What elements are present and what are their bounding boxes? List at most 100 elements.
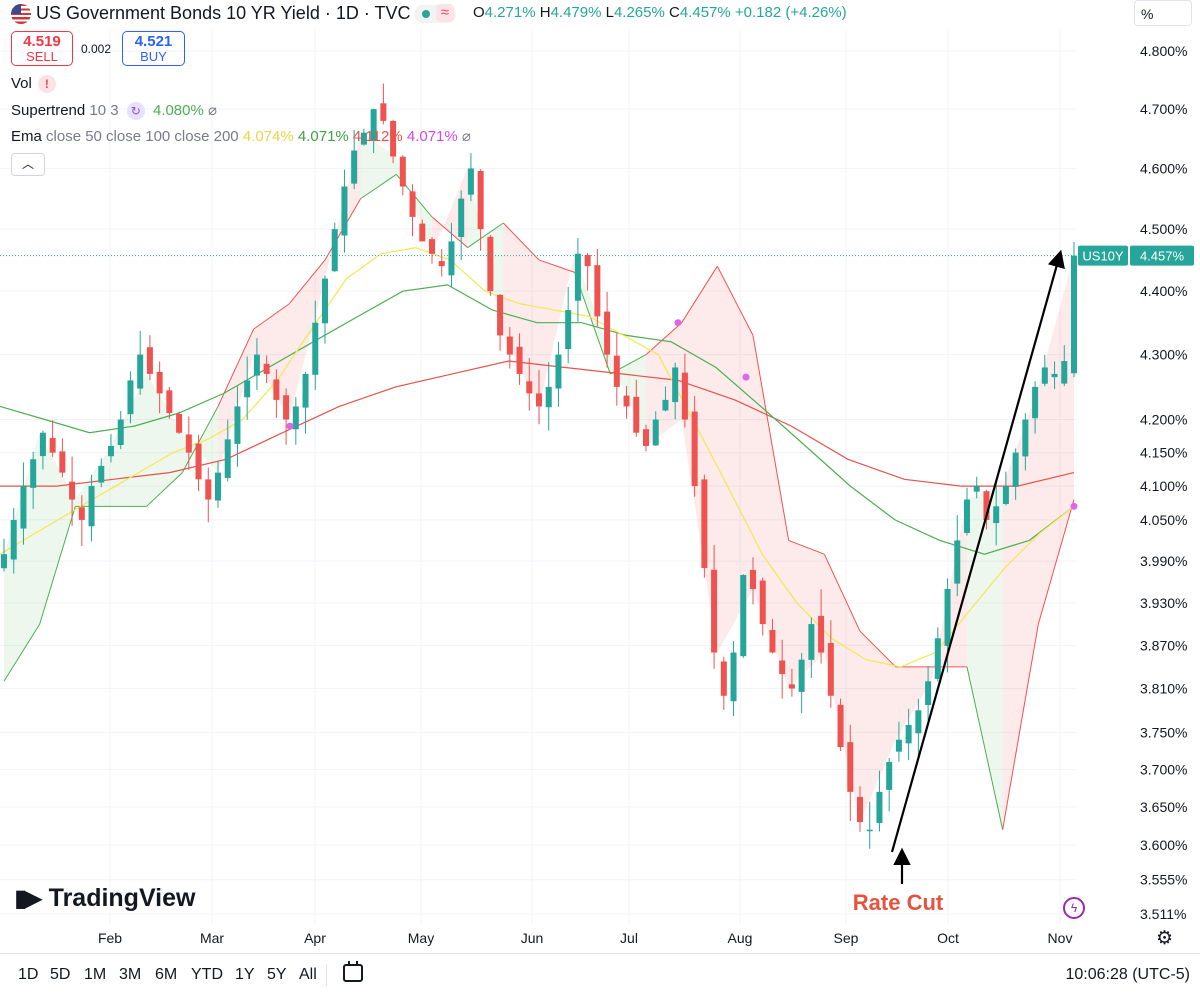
candle-body [613, 355, 620, 387]
candle-body [574, 253, 581, 301]
clock: 10:06:28 (UTC-5) [1065, 966, 1191, 983]
symbol-title[interactable]: US Government Bonds 10 YR Yield · 1D · T… [36, 3, 411, 23]
supertrend-indicator[interactable]: Supertrend 10 3 ↻ 4.080% ⌀ [11, 101, 218, 121]
timeframe-5d[interactable]: 5D [50, 966, 71, 983]
candle-body [205, 479, 212, 500]
settings-icon[interactable]: ⚙ [1156, 928, 1174, 949]
timeframe-1d[interactable]: 1D [18, 966, 39, 983]
volume-label: Vol [11, 75, 32, 92]
supertrend-line [467, 222, 504, 248]
candle-body [1002, 486, 1009, 505]
candle-body [895, 739, 902, 752]
volume-indicator[interactable]: Vol! [11, 75, 56, 94]
collapse-legend-button[interactable]: ︿ [11, 153, 45, 176]
candle-body [934, 638, 941, 679]
supertrend-fill [1038, 255, 1074, 625]
low-label: L [605, 4, 614, 21]
candle-body [322, 278, 328, 324]
supertrend-fill [788, 540, 825, 689]
supertrend-line [966, 666, 1004, 830]
candle-body [419, 223, 426, 242]
ohlc-legend: O4.271% H4.479% L4.265% C4.457% +0.182 (… [473, 4, 847, 21]
tradingview-mark-icon: ▮▶ [14, 885, 43, 912]
buy-label: BUY [140, 49, 167, 64]
supertrend-fill [289, 259, 325, 420]
y-tick-label: 3.870% [1140, 637, 1187, 653]
candle-body [1012, 452, 1019, 487]
warning-icon[interactable]: ! [37, 75, 56, 94]
ema100-value: 4.071% [297, 128, 349, 145]
lightning-icon[interactable]: ϟ [1063, 897, 1085, 919]
supertrend-line [716, 265, 754, 336]
supertrend-line [1037, 499, 1075, 625]
candle-body [234, 406, 241, 444]
candle-body [1051, 373, 1058, 378]
candle-body [1061, 361, 1068, 384]
high-value: 4.479% [550, 4, 602, 21]
candle-body [555, 354, 562, 389]
buy-button[interactable]: 4.521 BUY [122, 31, 185, 66]
candle-body [681, 372, 688, 420]
candle-body [253, 354, 260, 376]
candle-body [866, 829, 873, 832]
candle-body [263, 363, 270, 374]
candle-body [98, 465, 105, 483]
supertrend-fill [574, 253, 611, 374]
candle-body [973, 486, 980, 492]
y-tick-label: 4.800% [1140, 43, 1187, 59]
candle-body [20, 486, 27, 529]
candle-body [215, 472, 221, 501]
supertrend-fill [646, 322, 682, 446]
sync-icon[interactable]: ↻ [126, 102, 145, 121]
y-tick-label: 4.150% [1140, 445, 1187, 461]
last-price-tag-bg [1130, 245, 1194, 266]
timeframe-6m[interactable]: 6M [155, 966, 178, 983]
candle-body [331, 229, 338, 272]
candle-body [886, 761, 893, 790]
calendar-icon[interactable] [343, 961, 363, 982]
supertrend-line [360, 174, 397, 200]
timeframe-all[interactable]: All [299, 966, 317, 983]
timeframe-ytd[interactable]: YTD [191, 966, 223, 983]
timeframe-1y[interactable]: 1Y [235, 966, 255, 983]
sell-button[interactable]: 4.519 SELL [11, 31, 73, 66]
market-status[interactable]: ≈ [414, 4, 456, 23]
timeframe-1m[interactable]: 1M [84, 966, 107, 983]
supertrend-line [538, 259, 575, 273]
supertrend-fill [717, 266, 753, 653]
low-value: 4.265% [613, 4, 665, 21]
logo-text: TradingView [48, 884, 196, 912]
tradingview-logo[interactable]: ▮▶ TradingView [14, 884, 195, 913]
cross-marker [674, 319, 682, 327]
candle-body [1071, 255, 1077, 374]
x-tick-label: Nov [1048, 930, 1073, 946]
supertrend-fills [4, 132, 1074, 830]
candle-body [10, 519, 17, 560]
high-label: H [539, 4, 551, 21]
price-axis[interactable]: 4.800% 4.700% 4.600% 4.500% 4.400% 4.300% 4.20… [1140, 43, 1187, 922]
supertrend-line [788, 539, 825, 555]
candlesticks [1, 83, 1077, 849]
supertrend-line [823, 553, 861, 632]
hide-icon[interactable]: ⌀ [461, 128, 471, 145]
candle-body [399, 156, 406, 187]
time-axis[interactable]: Feb Mar Apr May Jun Jul Aug Sep Oct Nov [98, 930, 1073, 946]
x-tick-label: Feb [98, 930, 122, 946]
y-tick-label: 3.600% [1140, 837, 1187, 853]
candle-body [487, 236, 494, 292]
candle-body [49, 437, 56, 453]
hide-icon[interactable]: ⌀ [207, 102, 218, 119]
timeframe-5y[interactable]: 5Y [267, 966, 287, 983]
candle-body [477, 170, 484, 230]
candle-body [837, 704, 844, 748]
candle-body [672, 367, 679, 403]
candle-body [691, 411, 698, 487]
candle-body [39, 432, 46, 457]
percent-scale-button[interactable]: % [1134, 0, 1192, 26]
ema-indicator[interactable]: Ema close 50 close 100 close 200 4.074% … [11, 127, 471, 145]
ema-extra-value: 4.071% [406, 128, 458, 145]
candle-body [244, 380, 251, 398]
candle-body [759, 580, 766, 625]
timeframe-3m[interactable]: 3M [119, 966, 142, 983]
